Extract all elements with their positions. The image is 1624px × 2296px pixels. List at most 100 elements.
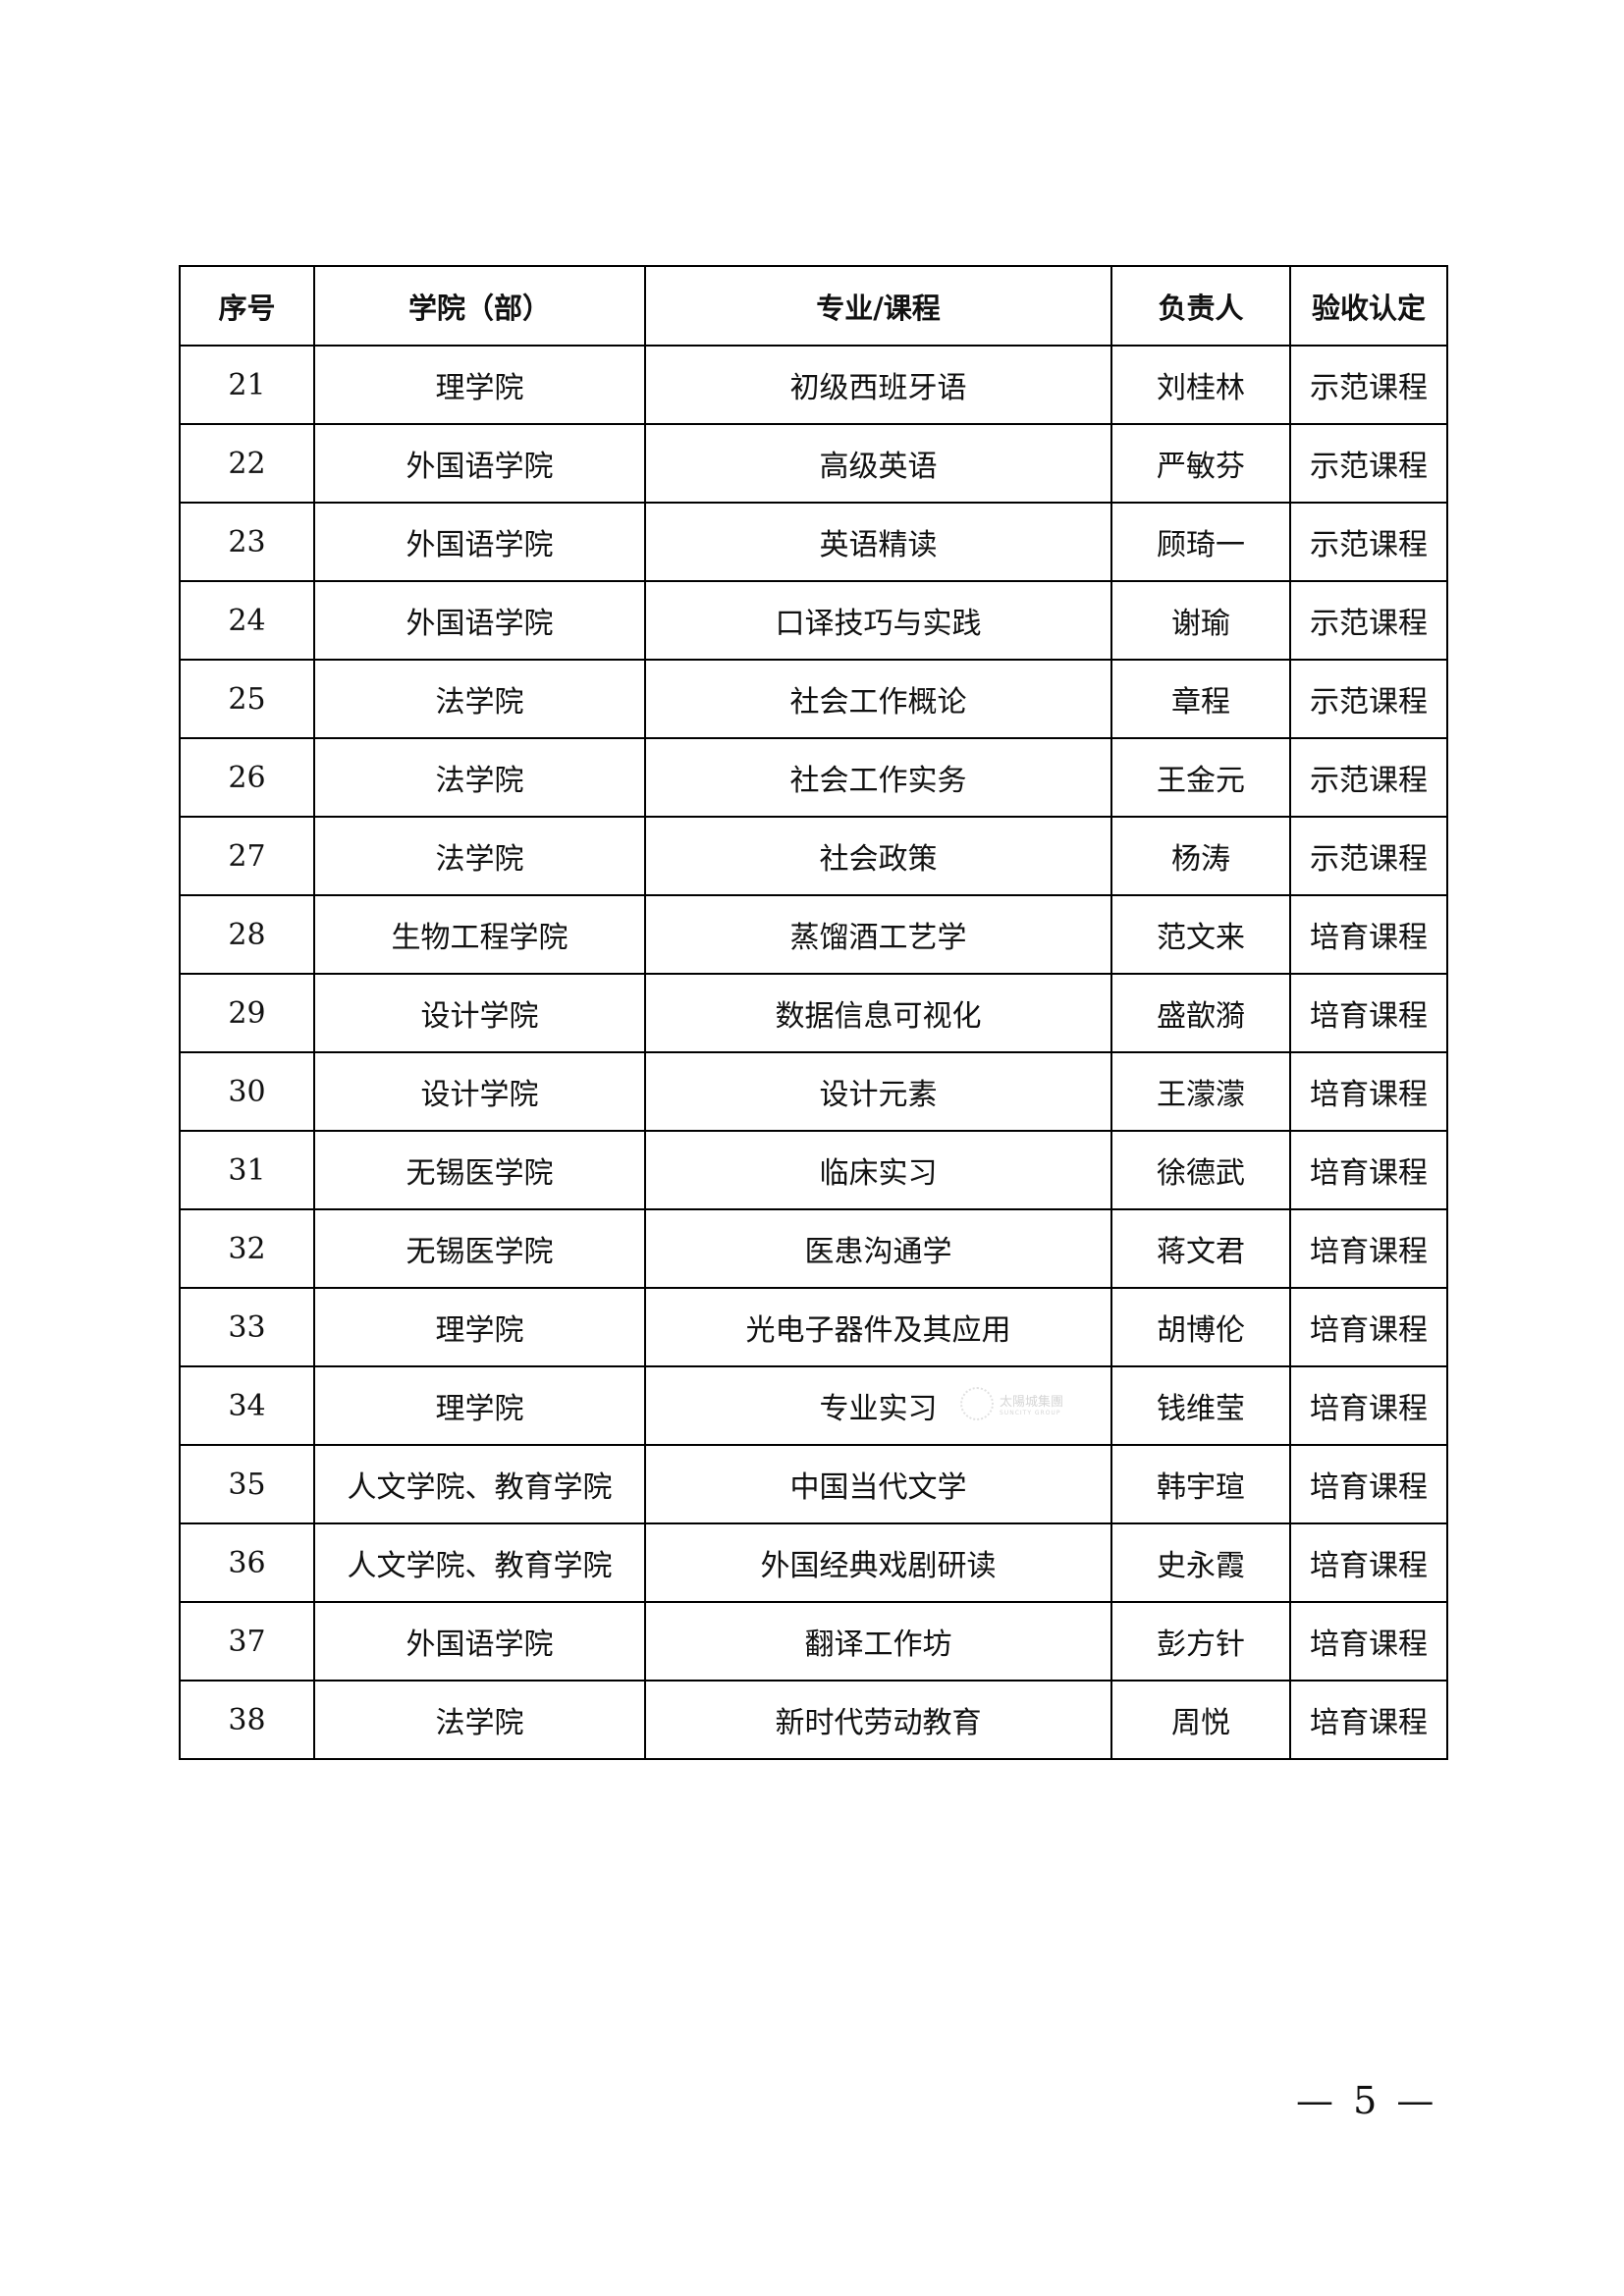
cell-col-result: 示范课程 [1289, 580, 1448, 661]
cell-col-leader: 章程 [1110, 659, 1291, 739]
cell-col-college: 理学院 [313, 345, 646, 425]
header-col-index: 序号 [179, 265, 315, 347]
table-row: 24 外国语学院 口译技巧与实践 谢瑜 示范课程 [179, 580, 1448, 661]
cell-col-result: 培育课程 [1289, 1680, 1448, 1760]
cell-col-leader: 蒋文君 [1110, 1208, 1291, 1289]
cell-col-result: 示范课程 [1289, 659, 1448, 739]
cell-col-leader: 王濛濛 [1110, 1051, 1291, 1132]
cell-col-result: 培育课程 [1289, 1444, 1448, 1524]
cell-col-result: 培育课程 [1289, 1601, 1448, 1682]
table-row: 28 生物工程学院 蒸馏酒工艺学 范文来 培育课程 [179, 894, 1448, 975]
cell-col-leader: 史永霞 [1110, 1522, 1291, 1603]
cell-col-college: 设计学院 [313, 973, 646, 1053]
cell-col-leader: 胡博伦 [1110, 1287, 1291, 1367]
cell-col-index: 38 [179, 1680, 315, 1760]
cell-col-index: 33 [179, 1287, 315, 1367]
cell-col-leader: 韩宇瑄 [1110, 1444, 1291, 1524]
cell-col-index: 35 [179, 1444, 315, 1524]
cell-col-college: 理学院 [313, 1287, 646, 1367]
cell-col-index: 34 [179, 1365, 315, 1446]
cell-col-index: 28 [179, 894, 315, 975]
cell-col-result: 示范课程 [1289, 816, 1448, 896]
cell-col-college: 无锡医学院 [313, 1130, 646, 1210]
table-row: 38 法学院 新时代劳动教育 周悦 培育课程 [179, 1680, 1448, 1760]
cell-col-result: 培育课程 [1289, 1051, 1448, 1132]
table-row: 32 无锡医学院 医患沟通学 蒋文君 培育课程 [179, 1208, 1448, 1289]
cell-col-leader: 徐德武 [1110, 1130, 1291, 1210]
cell-col-result: 示范课程 [1289, 737, 1448, 818]
cell-col-college: 设计学院 [313, 1051, 646, 1132]
cell-col-leader: 杨涛 [1110, 816, 1291, 896]
cell-col-leader: 谢瑜 [1110, 580, 1291, 661]
cell-col-college: 无锡医学院 [313, 1208, 646, 1289]
table-row: 30 设计学院 设计元素 王濛濛 培育课程 [179, 1051, 1448, 1132]
cell-col-college: 法学院 [313, 659, 646, 739]
cell-col-college: 法学院 [313, 816, 646, 896]
cell-col-index: 26 [179, 737, 315, 818]
cell-col-index: 31 [179, 1130, 315, 1210]
cell-col-college: 理学院 [313, 1365, 646, 1446]
sun-logo-icon [960, 1387, 994, 1420]
cell-col-college: 外国语学院 [313, 423, 646, 504]
cell-col-leader: 盛歆漪 [1110, 973, 1291, 1053]
cell-col-course: 新时代劳动教育 [644, 1680, 1112, 1760]
cell-col-course: 外国经典戏剧研读 [644, 1522, 1112, 1603]
page-number: — 5 — [1296, 2079, 1438, 2122]
cell-col-index: 29 [179, 973, 315, 1053]
cell-col-index: 37 [179, 1601, 315, 1682]
cell-col-course: 翻译工作坊 [644, 1601, 1112, 1682]
cell-col-college: 外国语学院 [313, 502, 646, 582]
course-table: 序号 学院（部） 专业/课程 负责人 验收认定 21 理学院 初级西班牙语 刘桂林 示范课程 22… [179, 265, 1448, 1760]
cell-col-result: 示范课程 [1289, 502, 1448, 582]
cell-col-course: 初级西班牙语 [644, 345, 1112, 425]
cell-col-index: 22 [179, 423, 315, 504]
table-row: 33 理学院 光电子器件及其应用 胡博伦 培育课程 [179, 1287, 1448, 1367]
cell-col-result: 示范课程 [1289, 423, 1448, 504]
cell-col-index: 23 [179, 502, 315, 582]
header-col-leader: 负责人 [1110, 265, 1291, 347]
cell-col-course: 口译技巧与实践 [644, 580, 1112, 661]
table-row: 35 人文学院、教育学院 中国当代文学 韩宇瑄 培育课程 [179, 1444, 1448, 1524]
cell-col-college: 外国语学院 [313, 580, 646, 661]
cell-col-leader: 范文来 [1110, 894, 1291, 975]
cell-col-result: 培育课程 [1289, 1287, 1448, 1367]
cell-col-course: 社会政策 [644, 816, 1112, 896]
cell-col-index: 25 [179, 659, 315, 739]
cell-col-result: 示范课程 [1289, 345, 1448, 425]
cell-col-result: 培育课程 [1289, 1130, 1448, 1210]
cell-col-course: 中国当代文学 [644, 1444, 1112, 1524]
cell-col-course: 光电子器件及其应用 [644, 1287, 1112, 1367]
cell-col-course: 设计元素 [644, 1051, 1112, 1132]
cell-col-college: 外国语学院 [313, 1601, 646, 1682]
cell-col-index: 36 [179, 1522, 315, 1603]
cell-col-leader: 刘桂林 [1110, 345, 1291, 425]
table-row: 36 人文学院、教育学院 外国经典戏剧研读 史永霞 培育课程 [179, 1522, 1448, 1603]
cell-col-course: 专业实习 [644, 1365, 1112, 1446]
cell-col-result: 培育课程 [1289, 1365, 1448, 1446]
cell-col-course: 数据信息可视化 [644, 973, 1112, 1053]
watermark-name: 太陽城集團 [1000, 1395, 1064, 1410]
cell-col-leader: 严敏芬 [1110, 423, 1291, 504]
cell-col-course: 社会工作实务 [644, 737, 1112, 818]
cell-col-course: 高级英语 [644, 423, 1112, 504]
table-row: 31 无锡医学院 临床实习 徐德武 培育课程 [179, 1130, 1448, 1210]
cell-col-leader: 钱维莹 [1110, 1365, 1291, 1446]
cell-col-result: 培育课程 [1289, 1522, 1448, 1603]
table-row: 29 设计学院 数据信息可视化 盛歆漪 培育课程 [179, 973, 1448, 1053]
cell-col-leader: 周悦 [1110, 1680, 1291, 1760]
table-row: 37 外国语学院 翻译工作坊 彭方针 培育课程 [179, 1601, 1448, 1682]
table-row: 26 法学院 社会工作实务 王金元 示范课程 [179, 737, 1448, 818]
header-col-course: 专业/课程 [644, 265, 1112, 347]
cell-col-course: 社会工作概论 [644, 659, 1112, 739]
cell-col-result: 培育课程 [1289, 1208, 1448, 1289]
header-col-college: 学院（部） [313, 265, 646, 347]
cell-col-college: 法学院 [313, 737, 646, 818]
cell-col-course: 医患沟通学 [644, 1208, 1112, 1289]
table-row: 23 外国语学院 英语精读 顾琦一 示范课程 [179, 502, 1448, 582]
table-row: 27 法学院 社会政策 杨涛 示范课程 [179, 816, 1448, 896]
cell-col-result: 培育课程 [1289, 973, 1448, 1053]
table-header-row: 序号 学院（部） 专业/课程 负责人 验收认定 [179, 265, 1448, 347]
cell-col-course: 临床实习 [644, 1130, 1112, 1210]
cell-col-index: 24 [179, 580, 315, 661]
table-row: 22 外国语学院 高级英语 严敏芬 示范课程 [179, 423, 1448, 504]
